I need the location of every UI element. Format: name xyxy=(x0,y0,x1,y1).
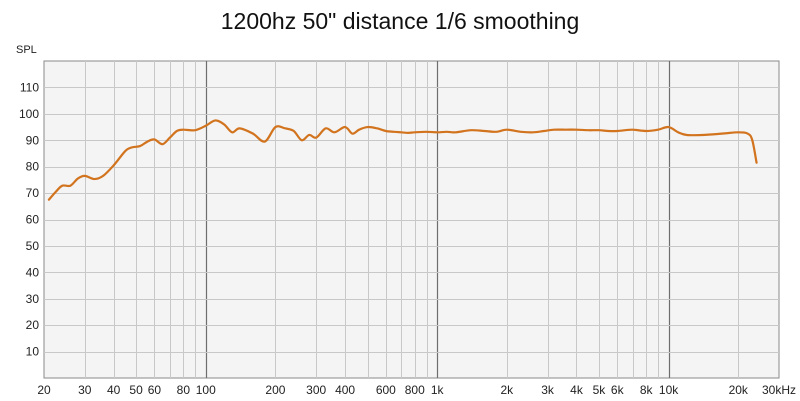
x-tick-label: 2k xyxy=(500,383,514,397)
x-tick-label: 50 xyxy=(129,383,143,397)
y-tick-label: 80 xyxy=(26,160,40,174)
y-tick-label: 110 xyxy=(20,80,39,94)
x-tick-label: 5k xyxy=(593,383,607,397)
x-tick-label: 80 xyxy=(177,383,191,397)
x-tick-label: 20k xyxy=(729,383,749,397)
x-tick-label: 400 xyxy=(335,383,355,397)
y-tick-label: 60 xyxy=(26,213,40,227)
x-tick-label: 20 xyxy=(37,383,51,397)
x-tick-label: 100 xyxy=(196,383,216,397)
y-tick-label: 10 xyxy=(26,345,40,359)
x-tick-label: 6k xyxy=(611,383,625,397)
x-tick-label: 30 xyxy=(78,383,92,397)
x-tick-label: 40 xyxy=(107,383,121,397)
y-tick-label: 90 xyxy=(26,133,40,147)
y-tick-label: 40 xyxy=(26,265,40,279)
chart-title: 1200hz 50" distance 1/6 smoothing xyxy=(220,8,580,34)
y-tick-label: 70 xyxy=(26,186,40,200)
x-tick-label: 600 xyxy=(376,383,396,397)
grid-lines xyxy=(44,61,779,378)
x-tick-label: 3k xyxy=(541,383,555,397)
x-tick-label: 800 xyxy=(405,383,425,397)
x-tick-label: 1k xyxy=(431,383,445,397)
y-tick-label: 30 xyxy=(26,292,40,306)
x-tick-label: 300 xyxy=(306,383,326,397)
y-tick-label: 100 xyxy=(19,107,39,121)
x-tick-label: 60 xyxy=(148,383,162,397)
x-tick-label: 10k xyxy=(659,383,679,397)
y-tick-label: 20 xyxy=(26,318,40,332)
x-tick-label: 4k xyxy=(570,383,584,397)
y-tick-label: 50 xyxy=(26,239,40,253)
axis-labels: 10 20 30 40 50 60 70 80 90 100 110 20 30 40 50 60 80 100 2… xyxy=(19,80,796,397)
x-tick-label: 200 xyxy=(265,383,285,397)
series-line xyxy=(47,119,758,201)
x-tick-label: 8k xyxy=(640,383,654,397)
x-tick-label: 30kHz xyxy=(762,383,796,397)
y-axis-label: SPL xyxy=(16,44,37,56)
